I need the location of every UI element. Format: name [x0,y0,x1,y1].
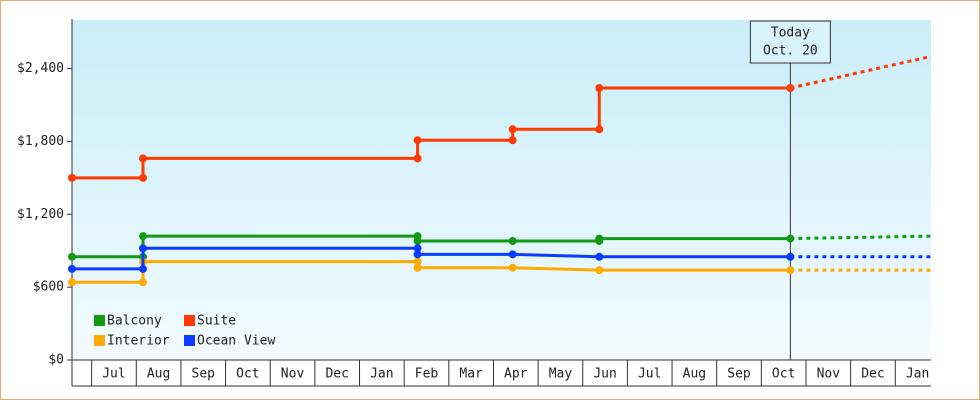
legend-swatch [184,315,195,326]
point [413,263,422,272]
point [508,125,517,134]
legend-label: Ocean View [197,334,275,349]
point [68,264,76,273]
today-label: Today [771,26,810,41]
x-tick-label: May [549,367,573,382]
x-tick-label: Aug [147,367,170,382]
projection-line [790,54,932,90]
point [68,278,76,287]
series-line [72,86,791,180]
point [413,136,422,145]
point [508,250,517,259]
legend-swatch [94,315,105,326]
point [413,237,422,245]
x-tick-label: Oct [772,367,795,382]
point [68,173,76,182]
x-tick-label: Jul [102,367,125,382]
point [138,154,147,163]
y-tick-label: $1,800 [17,134,64,149]
legend-label: Balcony [107,314,162,329]
point [786,266,795,275]
point [413,154,422,163]
point [595,84,604,92]
point [595,266,604,275]
x-tick-label: Sep [727,367,751,382]
point [786,84,795,92]
x-tick-label: Nov [281,367,305,382]
point [786,252,795,261]
x-tick-label: Oct [236,367,259,382]
point [138,264,147,273]
y-tick-label: $0 [48,353,64,368]
point [68,252,76,261]
x-tick-label: Sep [192,367,216,382]
x-tick-label: Jul [638,367,661,382]
point [508,136,517,145]
x-tick-label: Jan [906,367,929,382]
plot-area [72,20,931,360]
x-tick-label: Apr [504,367,528,382]
legend-swatch [184,335,195,346]
legend-label: Suite [197,314,236,329]
y-tick-label: $1,200 [17,207,64,222]
point [595,252,604,261]
legend-swatch [94,335,105,346]
point [138,244,147,253]
point [413,244,422,253]
x-tick-label: Mar [459,367,483,382]
point [595,125,604,134]
y-tick-label: $600 [33,280,64,295]
legend-label: Interior [107,334,170,349]
point [413,257,422,266]
point [138,278,147,287]
point [138,173,147,182]
point [786,234,795,243]
x-tick-label: Jan [370,367,393,382]
point [413,250,422,259]
point [508,263,517,272]
point [508,237,517,245]
point [138,232,147,241]
x-tick-label: Dec [861,367,884,382]
point [595,234,604,243]
x-tick-label: Feb [415,367,439,382]
x-tick-label: Nov [817,367,841,382]
today-date: Oct. 20 [763,44,818,59]
y-tick-label: $2,400 [17,61,64,76]
today-box [749,20,831,64]
x-tick-label: Jun [593,367,616,382]
x-tick-label: Aug [683,367,706,382]
x-tick-label: Dec [325,367,348,382]
